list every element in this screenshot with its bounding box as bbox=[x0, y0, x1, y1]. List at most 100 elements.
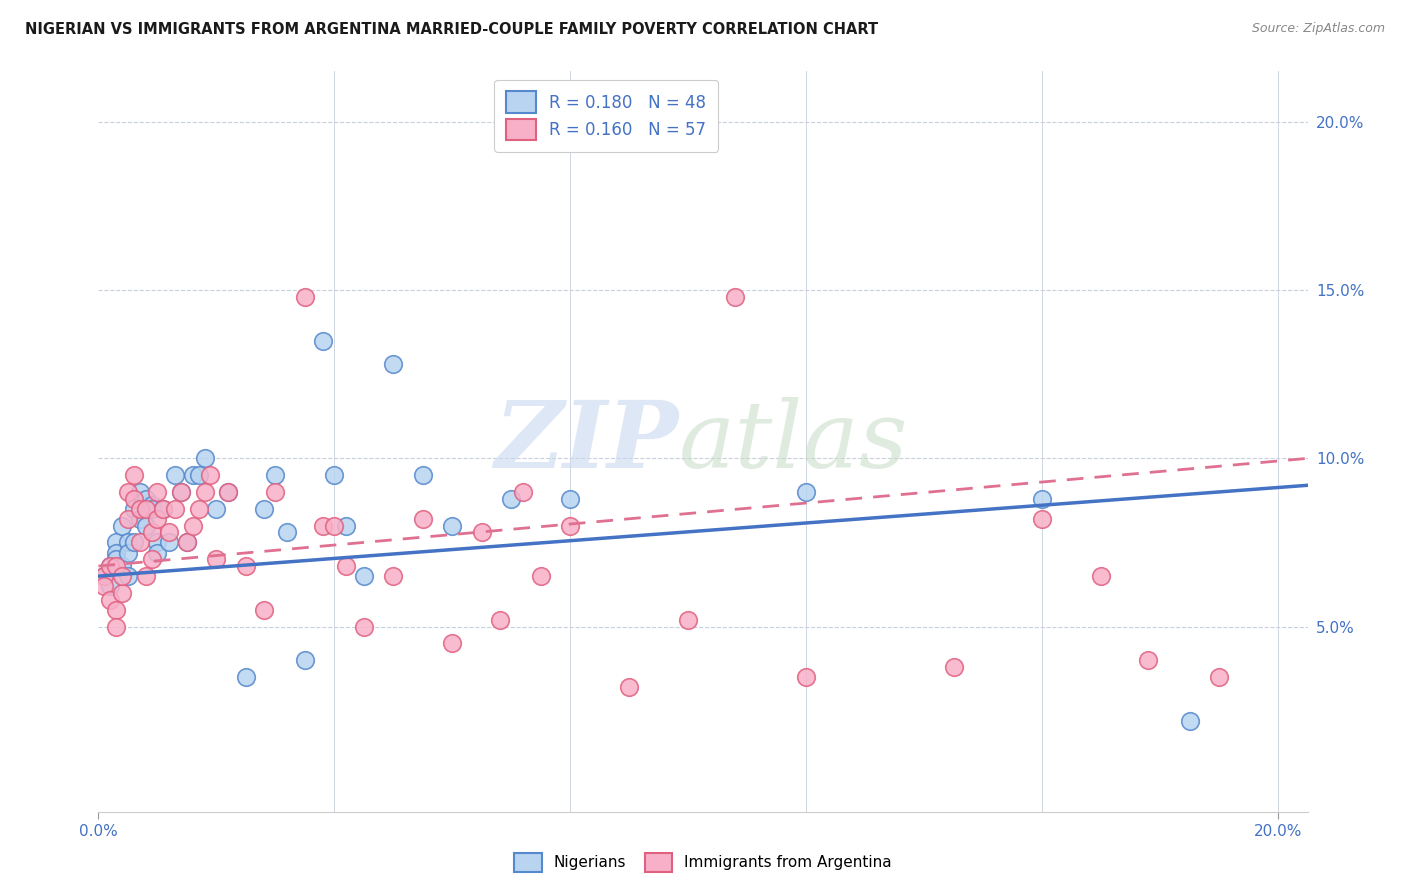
Point bbox=[441, 518, 464, 533]
Point bbox=[181, 468, 204, 483]
Point bbox=[353, 569, 375, 583]
Point bbox=[170, 485, 193, 500]
Point bbox=[98, 592, 121, 607]
Point bbox=[530, 569, 553, 583]
Point bbox=[311, 518, 333, 533]
Point bbox=[152, 501, 174, 516]
Point bbox=[235, 559, 257, 574]
Point bbox=[217, 485, 239, 500]
Point bbox=[724, 290, 747, 304]
Point bbox=[294, 290, 316, 304]
Text: NIGERIAN VS IMMIGRANTS FROM ARGENTINA MARRIED-COUPLE FAMILY POVERTY CORRELATION : NIGERIAN VS IMMIGRANTS FROM ARGENTINA MA… bbox=[25, 22, 879, 37]
Point bbox=[170, 485, 193, 500]
Point bbox=[335, 518, 357, 533]
Point bbox=[128, 535, 150, 549]
Point bbox=[252, 603, 274, 617]
Point bbox=[122, 468, 145, 483]
Point bbox=[152, 501, 174, 516]
Point bbox=[111, 559, 134, 574]
Point bbox=[264, 468, 287, 483]
Point bbox=[122, 535, 145, 549]
Point bbox=[146, 546, 169, 560]
Point bbox=[105, 559, 128, 574]
Point bbox=[135, 501, 157, 516]
Point bbox=[512, 485, 534, 500]
Point bbox=[146, 512, 169, 526]
Point bbox=[1137, 653, 1160, 667]
Point bbox=[105, 619, 128, 633]
Point bbox=[105, 552, 128, 566]
Point bbox=[382, 357, 405, 371]
Point bbox=[176, 535, 198, 549]
Point bbox=[117, 485, 139, 500]
Point bbox=[122, 501, 145, 516]
Point bbox=[323, 468, 346, 483]
Point bbox=[194, 485, 217, 500]
Point bbox=[117, 512, 139, 526]
Point bbox=[117, 546, 139, 560]
Point bbox=[165, 501, 187, 516]
Point bbox=[794, 670, 817, 684]
Point bbox=[128, 512, 150, 526]
Point bbox=[111, 569, 134, 583]
Point bbox=[194, 451, 217, 466]
Point bbox=[1090, 569, 1112, 583]
Point bbox=[252, 501, 274, 516]
Point bbox=[98, 559, 121, 574]
Point bbox=[157, 535, 180, 549]
Point bbox=[264, 485, 287, 500]
Point bbox=[335, 559, 357, 574]
Point bbox=[1208, 670, 1230, 684]
Point bbox=[412, 512, 434, 526]
Point bbox=[200, 468, 222, 483]
Point bbox=[165, 468, 187, 483]
Point bbox=[98, 579, 121, 593]
Legend: Nigerians, Immigrants from Argentina: Nigerians, Immigrants from Argentina bbox=[506, 845, 900, 880]
Point bbox=[176, 535, 198, 549]
Point bbox=[942, 660, 965, 674]
Point bbox=[488, 613, 510, 627]
Point bbox=[382, 569, 405, 583]
Point bbox=[276, 525, 298, 540]
Point bbox=[678, 613, 700, 627]
Point bbox=[141, 552, 163, 566]
Point bbox=[471, 525, 494, 540]
Point bbox=[1178, 714, 1201, 728]
Point bbox=[141, 499, 163, 513]
Point bbox=[141, 501, 163, 516]
Point bbox=[441, 636, 464, 650]
Point bbox=[794, 485, 817, 500]
Text: ZIP: ZIP bbox=[495, 397, 679, 486]
Point bbox=[1031, 512, 1053, 526]
Point bbox=[117, 535, 139, 549]
Legend: R = 0.180   N = 48, R = 0.160   N = 57: R = 0.180 N = 48, R = 0.160 N = 57 bbox=[495, 79, 718, 152]
Point bbox=[235, 670, 257, 684]
Point bbox=[93, 579, 115, 593]
Point bbox=[157, 525, 180, 540]
Point bbox=[105, 535, 128, 549]
Point bbox=[111, 586, 134, 600]
Point bbox=[501, 491, 523, 506]
Text: atlas: atlas bbox=[679, 397, 908, 486]
Point bbox=[205, 501, 228, 516]
Point bbox=[122, 491, 145, 506]
Point bbox=[217, 485, 239, 500]
Point bbox=[93, 569, 115, 583]
Point bbox=[105, 546, 128, 560]
Point bbox=[135, 491, 157, 506]
Point bbox=[181, 518, 204, 533]
Point bbox=[93, 569, 115, 583]
Y-axis label: Married-Couple Family Poverty: Married-Couple Family Poverty bbox=[0, 325, 7, 558]
Point bbox=[141, 525, 163, 540]
Point bbox=[1031, 491, 1053, 506]
Point bbox=[412, 468, 434, 483]
Point bbox=[135, 518, 157, 533]
Point bbox=[98, 559, 121, 574]
Point bbox=[353, 619, 375, 633]
Point bbox=[294, 653, 316, 667]
Point bbox=[187, 468, 209, 483]
Point bbox=[187, 501, 209, 516]
Point bbox=[105, 603, 128, 617]
Point bbox=[619, 680, 641, 694]
Point bbox=[117, 569, 139, 583]
